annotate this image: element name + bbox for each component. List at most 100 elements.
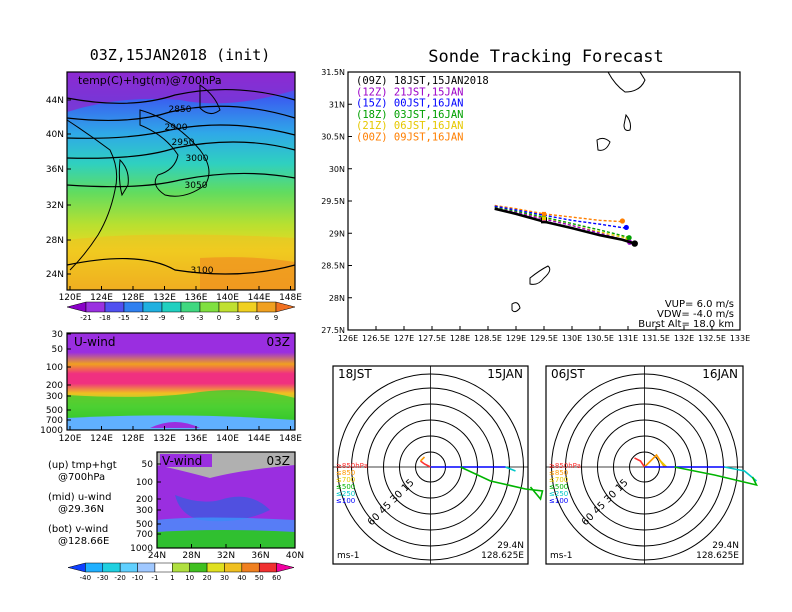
- uwind-p-label: 700: [46, 416, 63, 426]
- track-legend-entry: (12Z) 21JST,15JAN: [356, 86, 463, 98]
- island-outline: [623, 113, 631, 131]
- temp-cbar-label: -9: [159, 314, 166, 322]
- vwind-p-label: 50: [142, 460, 154, 470]
- hodograph-time: 18JST: [338, 367, 372, 381]
- wind-cbar-label: -40: [80, 574, 91, 582]
- hodograph-level-label: ≤700: [549, 476, 568, 484]
- track-y-label: 31.5N: [321, 68, 345, 77]
- hodograph-level-label: ≤500: [549, 483, 568, 491]
- track-x-label: 132E: [674, 334, 694, 343]
- vwind-time: 03Z: [267, 454, 291, 468]
- temp-cbar-label: -15: [118, 314, 129, 322]
- note-mid-b: @29.36N: [58, 504, 104, 515]
- wind-cbar-swatch: [137, 562, 156, 573]
- track-x-label: 127.5E: [418, 334, 446, 343]
- hodograph-level-label: ≤700: [336, 476, 355, 484]
- wind-cbar-label: 40: [237, 574, 246, 582]
- track-end-marker: [631, 240, 638, 247]
- track-x-label: 126E: [338, 334, 358, 343]
- temp-cbar-swatch: [180, 301, 201, 313]
- wind-cbar-swatch: [154, 562, 173, 573]
- temp-cbar-swatch: [256, 301, 277, 313]
- track-x-label: 133E: [730, 334, 750, 343]
- wind-cbar-label: -1: [151, 574, 158, 582]
- wind-cbar-label: 30: [220, 574, 229, 582]
- track-x-label: 126.5E: [362, 334, 390, 343]
- note-up-a: (up) tmp+hgt: [48, 460, 117, 471]
- map-lat-label: 24N: [46, 270, 64, 280]
- track-end-marker: [626, 235, 632, 241]
- wind-cbar-label: -30: [97, 574, 108, 582]
- wind-cbar-swatch: [102, 562, 121, 573]
- hodograph-unit: ms-1: [550, 551, 572, 561]
- wind-cbar-swatch: [258, 562, 277, 573]
- wind-cbar-swatch: [85, 562, 104, 573]
- uwind-p-label: 100: [46, 363, 63, 373]
- track-x-label: 130E: [562, 334, 582, 343]
- track-series-line: [494, 207, 636, 245]
- hodograph-date: 15JAN: [487, 367, 523, 381]
- hodograph-time: 06JST: [551, 367, 585, 381]
- contour-label: 2950: [172, 138, 195, 148]
- track-series-line: [494, 206, 629, 238]
- track-y-label: 30.5N: [321, 133, 345, 142]
- wind-cbar-swatch: [119, 562, 138, 573]
- vwind-p-label: 300: [136, 506, 153, 516]
- temp-cbar-label: 9: [274, 314, 278, 322]
- map-lat-label: 36N: [46, 165, 64, 175]
- track-x-label: 131.5E: [642, 334, 670, 343]
- wind-cbar-swatch: [67, 562, 86, 573]
- tracking-plot-area: [347, 71, 741, 331]
- temp-cbar-label: -18: [99, 314, 110, 322]
- track-mid-marker: [542, 211, 546, 216]
- hodograph-ring: [337, 373, 524, 561]
- hodograph-trace: [674, 466, 758, 487]
- hodograph-date: 16JAN: [702, 367, 738, 381]
- track-legend-entry: (15Z) 00JST,16JAN: [356, 98, 463, 110]
- temp-cbar-swatch: [66, 301, 87, 313]
- map-lat-label: 40N: [46, 130, 64, 140]
- wind-cbar-label: -20: [114, 574, 125, 582]
- temp-cbar-label: -6: [178, 314, 186, 322]
- wind-cbar-label: 60: [272, 574, 281, 582]
- map-lon-label: 128E: [122, 293, 145, 303]
- wind-cbar-label: 20: [203, 574, 212, 582]
- hodograph-level-label: ≤850: [336, 469, 355, 477]
- temp-cbar-label: 6: [255, 314, 260, 322]
- wind-cbar-swatch: [172, 562, 190, 573]
- uwind-time: 03Z: [267, 335, 291, 349]
- vwind-lat-label: 32N: [217, 551, 235, 561]
- track-x-label: 128E: [450, 334, 470, 343]
- map-lon-label: 132E: [153, 293, 176, 303]
- wind-cbar-label: -10: [132, 574, 143, 582]
- track-legend-entry: (09Z) 18JST,15JAN2018: [356, 75, 489, 87]
- temp-cbar-swatch: [275, 301, 296, 313]
- hodograph-level-label: ≤500: [336, 483, 355, 491]
- map-lat-label: 44N: [46, 96, 64, 106]
- track-end-marker: [623, 224, 629, 231]
- hodograph-trace: [460, 466, 544, 501]
- contour-label: 3050: [185, 181, 208, 191]
- track-mid-marker: [542, 216, 546, 221]
- track-y-label: 31N: [329, 100, 345, 109]
- hodograph-trace: [419, 456, 426, 462]
- hodograph-level-label: ≥850hPa: [549, 462, 581, 470]
- hodograph-lat: 29.4N: [497, 541, 524, 551]
- map-lat-label: 28N: [46, 236, 64, 246]
- vwind-p-label: 700: [136, 530, 153, 540]
- uwind-lon-label: 136E: [185, 434, 208, 444]
- hodograph-unit: ms-1: [337, 551, 359, 561]
- wind-cbar-swatch: [206, 562, 225, 573]
- note-up-b: @700hPa: [58, 472, 105, 483]
- hodograph-ring: [351, 387, 510, 547]
- hodograph-level-label: ≤250: [549, 490, 568, 498]
- uwind-p-label: 30: [52, 330, 64, 340]
- track-series-line: [494, 204, 623, 223]
- track-y-label: 27.5N: [321, 326, 345, 335]
- wind-cbar-label: 10: [185, 574, 194, 582]
- map-panel: 2850 2900 2950 3000 3050 3100 temp(C)+hgt(m)@…: [46, 71, 302, 303]
- track-series-line: [494, 205, 626, 229]
